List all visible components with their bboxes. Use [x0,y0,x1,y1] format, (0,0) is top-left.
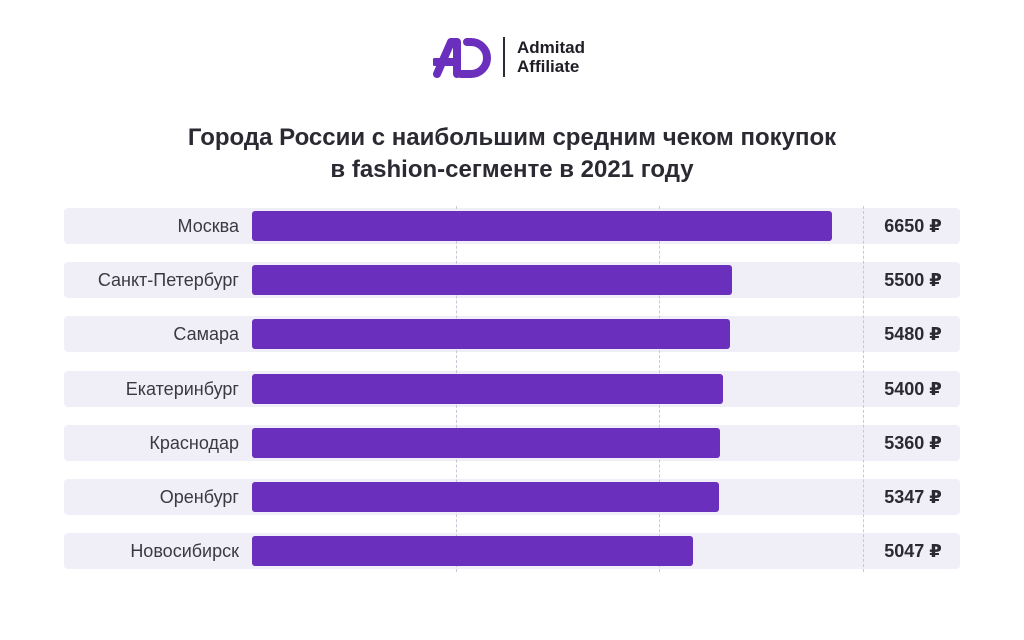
bar [252,319,730,349]
chart-title-line1: Города России с наибольшим средним чеком… [187,124,837,151]
bar [252,211,832,241]
bar [252,482,719,512]
value-label: 5360 ₽ [884,433,942,453]
bar [252,374,723,404]
chart-title-line2: в fashion-сегменте в 2021 году [330,156,694,183]
chart-title: Города России с наибольшим средним чеком… [0,122,1024,186]
admitad-logo-icon [433,38,491,78]
logo-text-line2: Affiliate [517,57,580,76]
category-label: Новосибирск [130,541,239,561]
value-label: 5500 ₽ [884,270,942,290]
brand-logo: Admitad Affiliate [433,36,585,78]
value-label: 5480 ₽ [884,324,942,344]
category-label: Санкт-Петербург [97,270,239,290]
value-label: 5347 ₽ [884,487,942,507]
gridline [863,206,864,572]
category-label: Москва [177,216,239,236]
value-label: 6650 ₽ [884,216,942,236]
category-label: Самара [173,324,239,344]
value-label: 5400 ₽ [884,379,942,399]
logo-text-line1: Admitad [517,38,585,57]
logo-text: Admitad Affiliate [517,38,585,76]
category-label: Краснодар [149,433,239,453]
category-label: Оренбург [159,487,239,507]
category-label: Екатеринбург [125,379,239,399]
bar [252,536,693,566]
bar [252,265,732,295]
logo-divider [503,37,505,77]
bar [252,428,720,458]
value-label: 5047 ₽ [884,541,942,561]
